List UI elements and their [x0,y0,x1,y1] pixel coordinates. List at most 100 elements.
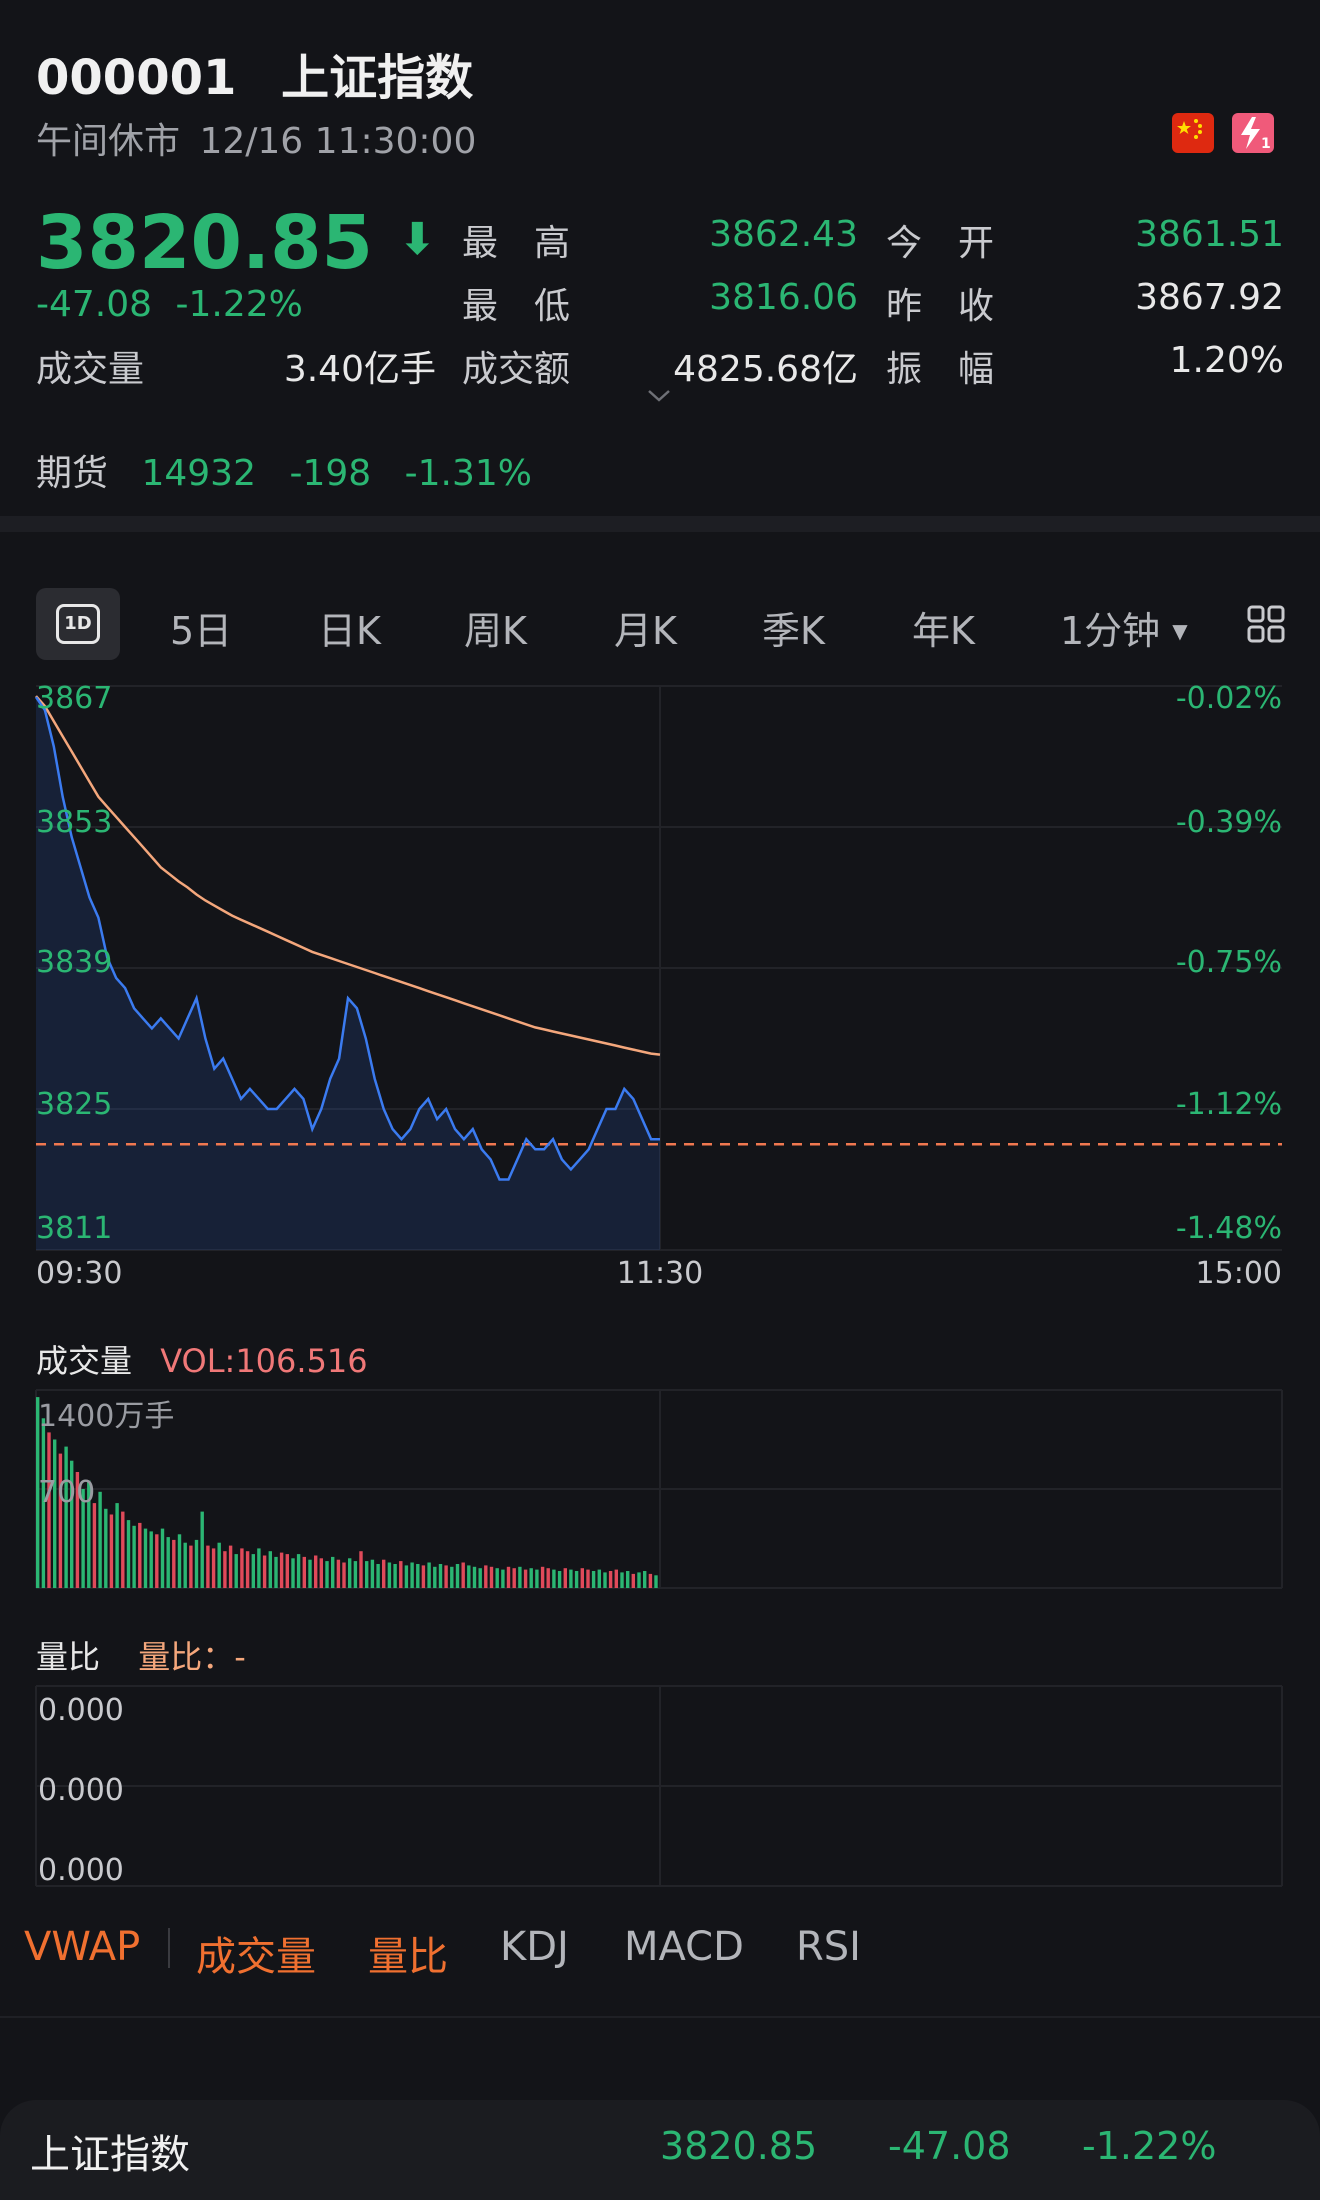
volume-bar [223,1551,227,1588]
y-tick-label: 3825 [36,1087,112,1122]
volume-bar [574,1571,579,1588]
volume-bar [336,1559,341,1588]
volume-bar [58,1453,63,1588]
volume-bar [325,1561,329,1588]
y-tick-label: 3839 [36,945,112,980]
volume-bar [279,1552,284,1588]
tab-quarterly-k[interactable]: 季K [762,609,825,653]
ratio-tick-label: 0.000 [38,1853,124,1888]
futures-change: -198 [289,453,372,494]
volume-bar [262,1555,267,1588]
volume-bar [200,1511,204,1588]
indicator-kdj[interactable]: KDJ [500,1924,569,1970]
volume-bar [143,1528,148,1588]
tab-1d[interactable]: 1D [36,588,120,660]
ratio-tick-label: 0.000 [38,1693,124,1728]
volume-bar [399,1561,403,1588]
ratio-chart[interactable]: 0.000 0.000 0.000 [0,1682,1320,1892]
volume-bar [234,1554,238,1588]
grid-view-icon[interactable] [1246,604,1286,648]
tab-1min-label: 1分钟 [1060,609,1161,653]
volume-bar [53,1439,57,1588]
price-value: 3820.85 [36,200,374,286]
bottom-ticker-bar[interactable]: 上证指数 3820.85 -47.08 -1.22% [0,2100,1320,2200]
volume-y-axis: 1400万手 700 [38,1399,174,1510]
y-pct-tick-label: -0.02% [1176,681,1282,716]
volume-bar [552,1569,556,1588]
volume-bar [387,1562,392,1588]
volume-bar [393,1564,397,1588]
volume-chart[interactable]: 1400万手 700 [0,1388,1320,1594]
volume-bar [421,1565,426,1588]
volume-bar [382,1559,386,1588]
volume-bar [160,1528,165,1588]
flash-1-icon[interactable]: 1 [1232,113,1274,153]
stat-low-value: 3816.06 [709,277,858,318]
volume-bar [268,1551,272,1588]
indicator-vwap[interactable]: VWAP [24,1924,141,1970]
svg-text:1: 1 [1261,136,1271,152]
tab-1min[interactable]: 1分钟 ▼ [1060,600,1188,655]
volume-bar [518,1566,522,1588]
volume-bar [126,1520,131,1588]
caret-down-icon: ▼ [1172,619,1188,643]
indicator-separator [168,1928,170,1968]
volume-bar [472,1566,477,1588]
volume-label: 成交量 [36,349,145,390]
indicator-macd[interactable]: MACD [624,1924,744,1970]
volume-bar [166,1537,170,1588]
x-axis: 09:30 11:30 15:00 [36,1256,1282,1291]
volume-bar [308,1559,312,1588]
volume-tick-label: 1400万手 [38,1399,174,1434]
china-flag-icon[interactable] [1172,113,1214,153]
volume-bar [189,1545,193,1588]
tab-monthly-k[interactable]: 月K [614,609,677,653]
volume-bar [569,1569,573,1588]
stat-amplitude-label: 振 幅 [886,349,995,390]
volume-bar [450,1566,454,1588]
volume-bar [228,1545,233,1588]
volume-bar [115,1503,119,1588]
futures-change-pct: -1.31% [404,453,532,494]
volume-bar [637,1572,641,1588]
tab-5day[interactable]: 5日 [170,609,233,653]
volume-bar [416,1564,420,1588]
tab-weekly-k[interactable]: 周K [464,609,527,653]
volume-grid [35,1389,1283,1589]
y-pct-tick-label: -1.12% [1176,1087,1282,1122]
volume-bar [314,1555,318,1588]
ratio-chart-label: 量比 [36,1638,101,1676]
volume-bar [603,1572,607,1588]
stat-amplitude-value: 1.20% [1169,340,1284,381]
volume-bar [302,1556,306,1588]
bottom-stock-name: 上证指数 [30,2132,190,2178]
tab-yearly-k[interactable]: 年K [912,609,975,653]
volume-header: 成交量 VOL:106.516 [36,1336,368,1382]
futures-row[interactable]: 期货 14932 -198 -1.31% [36,444,532,496]
volume-bar [614,1569,618,1588]
volume-bar [654,1575,658,1588]
volume-bar [92,1503,97,1588]
volume-bar [433,1566,437,1588]
indicator-volume[interactable]: 成交量 [196,1934,316,1980]
volume-bar [353,1561,358,1588]
chart-grid [36,685,1282,1251]
stat-turnover-value: 4825.68亿 [673,349,858,390]
volume-bar [580,1568,584,1588]
price-change: -47.08 -1.22% [36,284,303,325]
indicator-rsi[interactable]: RSI [796,1924,861,1970]
volume-bar [149,1531,153,1588]
volume-bar [70,1460,74,1588]
y-tick-label: 3853 [36,805,112,840]
volume-bar [98,1491,102,1588]
price-area-fill [36,697,660,1250]
stat-prevclose-label: 昨 收 [886,286,995,327]
expand-chevron-icon[interactable] [646,388,672,408]
arrow-down-icon: ⬇ [398,214,436,265]
indicator-volume-ratio[interactable]: 量比 [368,1934,448,1980]
volume-bar [87,1480,91,1588]
volume-bar [47,1432,51,1588]
market-status: 午间休市 12/16 11:30:00 [36,112,476,164]
tab-daily-k[interactable]: 日K [318,609,381,653]
